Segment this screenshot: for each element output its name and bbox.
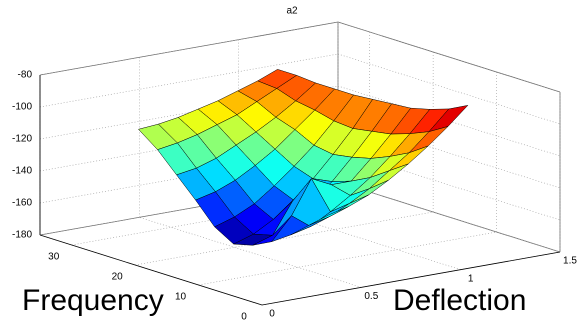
y-tick-label: 0 — [241, 312, 247, 323]
y-tick-label: 30 — [48, 252, 60, 263]
grid-line — [39, 53, 339, 108]
x-tick-label: 1.5 — [563, 256, 577, 267]
surface-patch — [309, 206, 349, 226]
axis-line — [261, 251, 561, 306]
grid-line — [135, 211, 434, 266]
wall-edge — [337, 181, 561, 253]
x-axis-label: Deflection — [393, 284, 526, 317]
grid-line — [198, 231, 497, 286]
z-tick-label: -160 — [12, 198, 32, 209]
x-tick-label: 0 — [269, 309, 275, 320]
z-tick-label: -140 — [12, 166, 32, 177]
x-tick-label: 0.5 — [364, 291, 378, 302]
z-tick-label: -120 — [12, 134, 32, 145]
axis-line — [39, 234, 263, 306]
z-tick-label: -180 — [12, 230, 32, 241]
grid-line — [39, 21, 339, 76]
z-tick-label: -80 — [18, 70, 33, 81]
y-axis-label: Frequency — [22, 284, 164, 317]
y-tick-label: 20 — [112, 272, 124, 283]
z-tick-label: -100 — [12, 102, 32, 113]
wall-edge — [337, 21, 561, 93]
y-tick-label: 10 — [175, 292, 187, 303]
chart-title: a2 — [286, 6, 298, 17]
x-tick-label: 1 — [468, 273, 474, 284]
